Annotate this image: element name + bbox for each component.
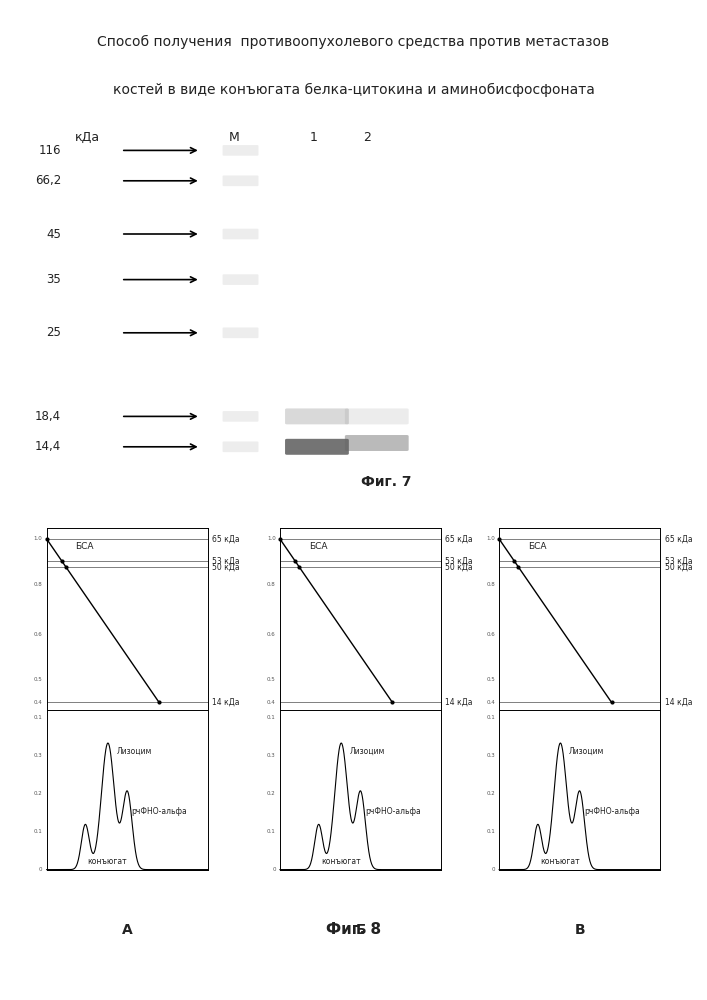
- Text: 1.0: 1.0: [34, 536, 42, 542]
- Text: 53 кДа: 53 кДа: [445, 556, 473, 565]
- Text: 0.8: 0.8: [34, 582, 42, 587]
- Text: кДа: кДа: [75, 131, 100, 144]
- Text: 14 кДа: 14 кДа: [665, 698, 692, 707]
- Text: Лизоцим: Лизоцим: [350, 747, 385, 756]
- Text: 116: 116: [39, 144, 61, 157]
- Text: рчФНО-альфа: рчФНО-альфа: [365, 807, 421, 816]
- Text: 53 кДа: 53 кДа: [665, 556, 692, 565]
- Text: 0.2: 0.2: [267, 791, 276, 796]
- Text: Лизоцим: Лизоцим: [569, 747, 604, 756]
- Text: 0.6: 0.6: [486, 632, 495, 637]
- Text: 0.4: 0.4: [34, 700, 42, 705]
- Text: 1.0: 1.0: [486, 536, 495, 542]
- Text: 0.5: 0.5: [486, 677, 495, 682]
- FancyBboxPatch shape: [285, 439, 349, 455]
- Text: 0: 0: [39, 867, 42, 872]
- Text: 53 кДа: 53 кДа: [212, 556, 240, 565]
- Text: 0.1: 0.1: [486, 715, 495, 720]
- Text: 0.4: 0.4: [486, 700, 495, 705]
- FancyBboxPatch shape: [345, 408, 409, 424]
- Text: 0.8: 0.8: [486, 582, 495, 587]
- Text: 0.1: 0.1: [34, 829, 42, 834]
- Text: БСА: БСА: [76, 542, 94, 551]
- Text: 35: 35: [47, 273, 61, 286]
- FancyBboxPatch shape: [223, 327, 259, 338]
- Text: БСА: БСА: [528, 542, 547, 551]
- FancyBboxPatch shape: [345, 435, 409, 451]
- Text: 0.1: 0.1: [267, 829, 276, 834]
- Text: 0.3: 0.3: [267, 753, 276, 758]
- Text: рчФНО-альфа: рчФНО-альфа: [584, 807, 640, 816]
- FancyBboxPatch shape: [285, 408, 349, 424]
- Text: 65 кДа: 65 кДа: [665, 534, 692, 544]
- Text: 0.3: 0.3: [486, 753, 495, 758]
- FancyBboxPatch shape: [223, 411, 259, 422]
- Text: 0.8: 0.8: [267, 582, 276, 587]
- Text: 2: 2: [363, 131, 370, 144]
- Text: 25: 25: [46, 326, 61, 339]
- Text: 50 кДа: 50 кДа: [212, 562, 240, 571]
- Text: Б: Б: [355, 923, 366, 937]
- Text: 0.2: 0.2: [34, 791, 42, 796]
- Text: 0.3: 0.3: [34, 753, 42, 758]
- Text: костей в виде конъюгата белка-цитокина и аминобисфосфоната: костей в виде конъюгата белка-цитокина и…: [112, 83, 595, 97]
- Text: В: В: [574, 923, 585, 937]
- Text: 0.1: 0.1: [267, 715, 276, 720]
- Text: Лизоцим: Лизоцим: [117, 747, 152, 756]
- FancyBboxPatch shape: [223, 229, 259, 239]
- Text: 50 кДа: 50 кДа: [665, 562, 692, 571]
- FancyBboxPatch shape: [223, 441, 259, 452]
- Text: Способ получения  противоопухолевого средства против метастазов: Способ получения противоопухолевого сред…: [98, 35, 609, 49]
- Text: 1: 1: [310, 131, 317, 144]
- Text: 0: 0: [491, 867, 495, 872]
- Text: 14 кДа: 14 кДа: [445, 698, 473, 707]
- FancyBboxPatch shape: [223, 145, 259, 156]
- Text: 0.6: 0.6: [34, 632, 42, 637]
- Text: 1.0: 1.0: [267, 536, 276, 542]
- Text: 14 кДа: 14 кДа: [212, 698, 240, 707]
- Text: рчФНО-альфа: рчФНО-альфа: [132, 807, 187, 816]
- Text: 66,2: 66,2: [35, 174, 61, 187]
- Text: Фиг. 7: Фиг. 7: [361, 475, 412, 489]
- Text: 0: 0: [272, 867, 276, 872]
- Text: Фиг. 8: Фиг. 8: [326, 922, 381, 938]
- Text: конъюгат: конъюгат: [540, 857, 580, 866]
- Text: 14,4: 14,4: [35, 440, 61, 453]
- Text: конъюгат: конъюгат: [321, 857, 361, 866]
- Text: 50 кДа: 50 кДа: [445, 562, 473, 571]
- Text: М: М: [228, 131, 239, 144]
- Text: 65 кДа: 65 кДа: [212, 534, 240, 544]
- Text: БСА: БСА: [309, 542, 327, 551]
- Text: 45: 45: [46, 228, 61, 240]
- Text: 0.5: 0.5: [34, 677, 42, 682]
- Text: 0.5: 0.5: [267, 677, 276, 682]
- Text: 0.2: 0.2: [486, 791, 495, 796]
- FancyBboxPatch shape: [223, 274, 259, 285]
- Text: 18,4: 18,4: [35, 410, 61, 423]
- Text: 0.4: 0.4: [267, 700, 276, 705]
- Text: 65 кДа: 65 кДа: [445, 534, 473, 544]
- Text: конъюгат: конъюгат: [88, 857, 127, 866]
- Text: 0.6: 0.6: [267, 632, 276, 637]
- FancyBboxPatch shape: [223, 175, 259, 186]
- Text: 0.1: 0.1: [486, 829, 495, 834]
- Text: А: А: [122, 923, 133, 937]
- Text: 0.1: 0.1: [34, 715, 42, 720]
